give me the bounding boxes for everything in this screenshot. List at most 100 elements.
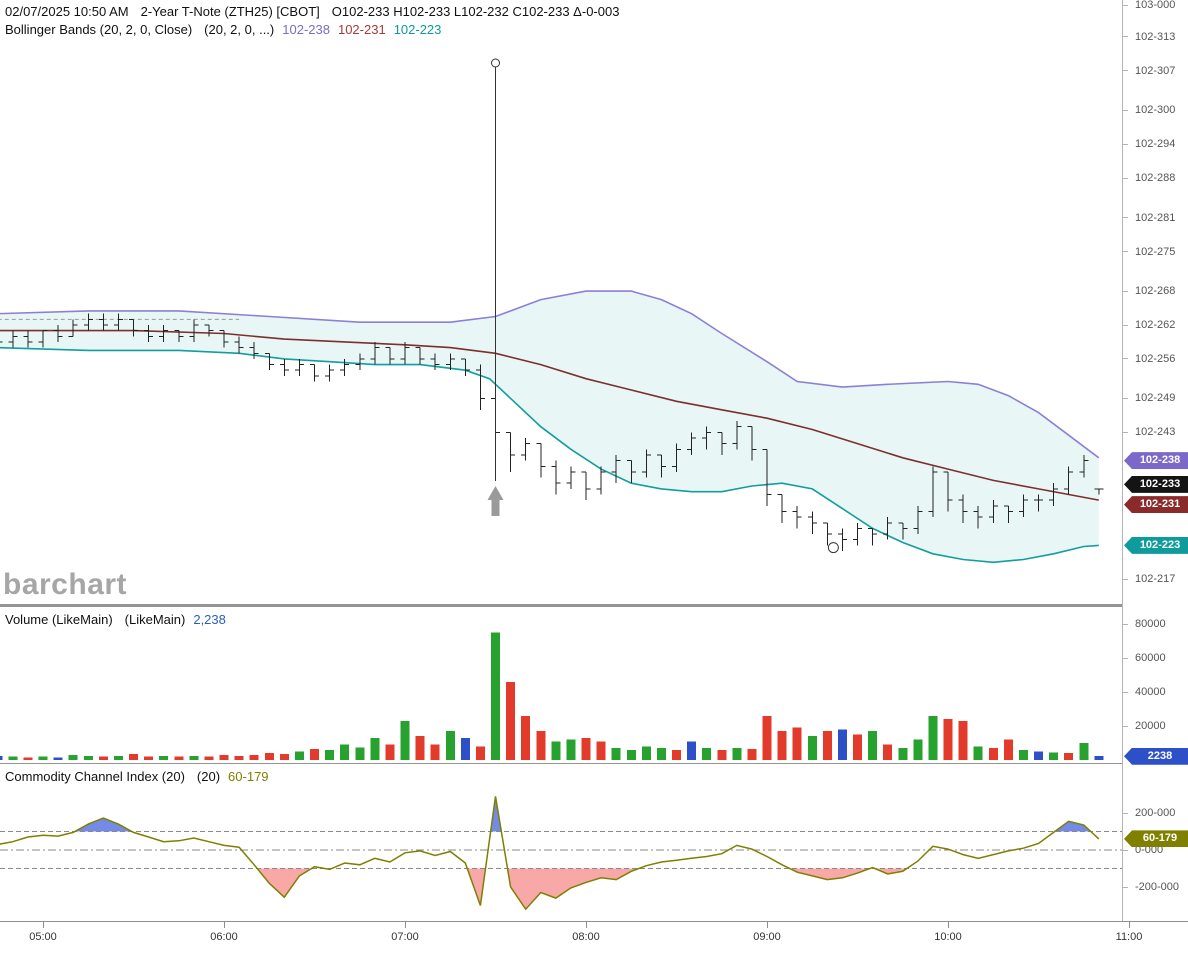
price-chart-canvas[interactable]	[0, 0, 1122, 604]
cci-params: (20)	[196, 769, 221, 784]
volume-axis-tick	[1123, 691, 1128, 693]
volume-params: (LikeMain)	[124, 612, 186, 627]
price-axis-badge: 102-238	[1124, 452, 1188, 470]
ohlc-bar	[566, 466, 576, 489]
price-axis-label: 102-217	[1135, 573, 1176, 586]
ohlc-bar	[83, 313, 93, 331]
ohlc-bar	[98, 313, 108, 331]
time-axis: 05:00 06:00 07:00 08:00 09:00 10:00 11:00	[0, 921, 1188, 953]
ohlc-bar	[626, 460, 636, 484]
volume-bar	[475, 746, 485, 760]
volume-chart-canvas[interactable]	[0, 608, 1122, 764]
price-axis-label: 102-307	[1135, 64, 1176, 77]
ohlc-bar	[189, 319, 199, 342]
ohlc-bar	[1018, 494, 1028, 518]
volume-bar	[883, 744, 893, 760]
volume-bar	[792, 727, 802, 760]
volume-bar	[1064, 753, 1074, 760]
price-axis-label: 102-268	[1135, 285, 1176, 298]
time-axis-tick	[767, 922, 768, 928]
price-axis-label: 102-281	[1135, 211, 1176, 224]
cci-oversold-fill	[257, 868, 907, 910]
barchart-watermark: barchart	[3, 568, 128, 601]
volume-bar	[189, 755, 199, 760]
cci-axis-tick	[1123, 812, 1128, 814]
cci-overbought-fill	[74, 796, 1091, 832]
ohlc-bar	[1079, 454, 1089, 478]
ohlc-bar	[445, 353, 455, 371]
volume-bar	[415, 736, 425, 760]
cci-legend: Commodity Channel Index (20) (20) 60-179	[5, 768, 277, 786]
volume-bar	[687, 741, 697, 760]
price-axis-tick	[1123, 177, 1128, 179]
ohlc-bar	[113, 313, 123, 331]
volume-bar	[913, 739, 923, 760]
cursor-arrow-icon	[487, 486, 504, 516]
ohlc-bar	[656, 454, 666, 478]
ohlc-bar	[958, 494, 968, 523]
ohlc-bar	[943, 471, 953, 512]
ohlc-bar	[536, 443, 546, 478]
volume-axis-tick	[1123, 623, 1128, 625]
volume-bar	[822, 731, 832, 760]
time-axis-tick	[224, 922, 225, 928]
volume-bar	[641, 746, 651, 760]
ohlc-bar	[475, 364, 485, 410]
ohlc-bar	[38, 330, 48, 348]
price-axis-label: 103-000	[1135, 0, 1176, 11]
volume-bar	[144, 756, 154, 760]
volume-bar	[1018, 749, 1028, 760]
price-axis-tick	[1123, 290, 1128, 292]
volume-bar	[113, 755, 123, 760]
price-axis-tick	[1123, 36, 1128, 38]
ohlc-bar	[294, 358, 304, 376]
volume-axis-label: 20000	[1135, 720, 1166, 732]
cci-axis-tick	[1123, 886, 1128, 888]
cci-line	[0, 796, 1100, 911]
volume-axis-label: 40000	[1135, 686, 1166, 698]
ohlc-bar	[762, 448, 772, 506]
time-axis-label: 06:00	[210, 931, 238, 943]
cci-chart-canvas[interactable]	[0, 765, 1122, 921]
volume-bar	[370, 737, 380, 760]
ohlc-bar	[53, 325, 63, 342]
ohlc-bar	[68, 319, 78, 337]
bollinger-lower-line	[0, 346, 1099, 564]
volume-bar	[626, 749, 636, 760]
ohlc-bar	[988, 500, 998, 523]
volume-bar	[717, 749, 727, 760]
volume-bar	[400, 720, 410, 760]
legend-bollinger-params: (20, 2, 0, ...)	[204, 22, 275, 37]
volume-bar	[551, 741, 561, 760]
price-axis-label: 102-288	[1135, 172, 1176, 185]
volume-bar	[1049, 752, 1059, 760]
price-axis-tick	[1123, 431, 1128, 433]
ohlc-bar	[23, 330, 33, 348]
ohlc-bar	[8, 330, 18, 348]
cci-value: 60-179	[228, 769, 269, 784]
ohlc-bar	[717, 431, 727, 455]
time-axis-tick	[948, 922, 949, 928]
volume-bar	[83, 755, 93, 760]
volume-bar	[1079, 743, 1089, 760]
ohlc-bar	[204, 324, 214, 337]
volume-bar	[506, 681, 516, 760]
ohlc-bar	[702, 426, 712, 450]
volume-bar	[310, 748, 319, 760]
cci-axis-tick	[1123, 849, 1128, 851]
volume-bar	[837, 729, 847, 760]
volume-bar	[928, 715, 938, 760]
volume-axis-label: 80000	[1135, 618, 1166, 630]
panel-divider	[0, 763, 1188, 764]
volume-bar	[672, 749, 681, 760]
ohlc-bar	[1049, 483, 1059, 506]
ohlc-bar	[898, 522, 908, 540]
ohlc-bar	[460, 358, 470, 376]
volume-bar	[445, 731, 455, 760]
volume-bar	[611, 748, 621, 760]
time-axis-tick	[1129, 922, 1130, 928]
ohlc-bar	[249, 341, 259, 359]
volume-bar	[234, 755, 244, 760]
ohlc-bar	[355, 353, 365, 371]
time-axis-tick	[43, 922, 44, 928]
